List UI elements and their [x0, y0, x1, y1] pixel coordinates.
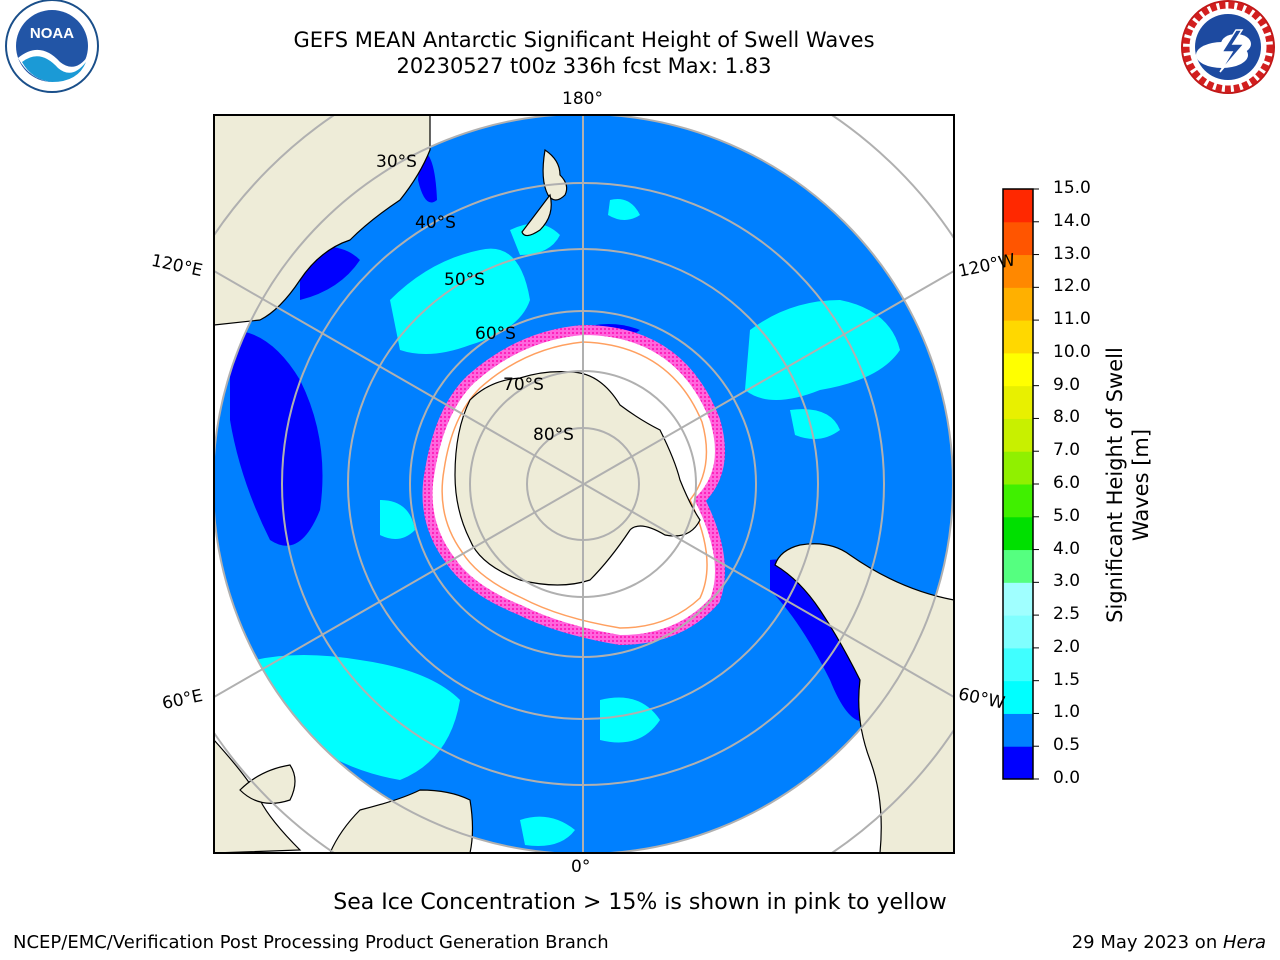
colorbar-segment — [1003, 385, 1033, 419]
colorbar-segment — [1003, 418, 1033, 452]
colorbar-segment — [1003, 615, 1033, 649]
colorbar-segment — [1003, 189, 1033, 223]
colorbar-tick-label: 15.0 — [1053, 178, 1091, 198]
colorbar-segment — [1003, 516, 1033, 551]
lat-label-30s: 30°S — [376, 152, 417, 172]
colorbar-segment — [1003, 451, 1033, 485]
lon-label-0: 0° — [571, 857, 591, 877]
colorbar-tick-label: 1.5 — [1053, 669, 1081, 690]
colorbar-tick-label: 2.0 — [1053, 636, 1081, 657]
colorbar-segment — [1003, 484, 1033, 518]
colorbar-segment — [1003, 320, 1033, 354]
lat-label-70s: 70°S — [503, 375, 544, 395]
colorbar-segment — [1003, 221, 1033, 256]
map-title: GEFS MEAN Antarctic Significant Height o… — [293, 28, 875, 52]
colorbar-tick-label: 7.0 — [1053, 440, 1081, 461]
colorbar-segment — [1003, 680, 1033, 714]
colorbar-segment — [1003, 352, 1033, 387]
colorbar — [1002, 188, 1039, 780]
footer-date-text: 29 May 2023 on — [1071, 932, 1223, 953]
colorbar-segment — [1003, 287, 1033, 321]
sea-ice-caption: Sea Ice Concentration > 15% is shown in … — [333, 890, 947, 915]
colorbar-tick-label: 13.0 — [1053, 243, 1091, 264]
lat-label-50s: 50°S — [444, 270, 485, 290]
map-area — [214, 115, 954, 853]
map-frame — [213, 114, 955, 854]
colorbar-tick-label: 11.0 — [1053, 309, 1091, 330]
footer-credit: NCEP/EMC/Verification Post Processing Pr… — [13, 932, 609, 953]
noaa-logo: NOAA — [5, 0, 99, 93]
colorbar-tick-label: 0.5 — [1053, 735, 1081, 756]
colorbar-tick-label: 10.0 — [1053, 341, 1091, 362]
colorbar-tick-label: 6.0 — [1053, 473, 1081, 493]
nws-logo — [1181, 0, 1275, 94]
colorbar-segment — [1003, 254, 1033, 288]
colorbar-segment — [1003, 713, 1033, 747]
footer-machine: Hera — [1222, 932, 1266, 953]
colorbar-tick-label: 0.0 — [1053, 768, 1081, 788]
colorbar-tick-label: 12.0 — [1053, 276, 1091, 297]
colorbar-tick-label: 14.0 — [1053, 210, 1091, 231]
colorbar-tick-label: 8.0 — [1053, 407, 1081, 428]
noaa-logo-text: NOAA — [30, 25, 74, 42]
lat-label-40s: 40°S — [415, 213, 456, 233]
colorbar-segment — [1003, 549, 1033, 583]
colorbar-title: Significant Height of Swell Waves [m] — [1103, 347, 1153, 623]
colorbar-segment — [1003, 746, 1033, 780]
map-subtitle: 20230527 t00z 336h fcst Max: 1.83 — [396, 54, 772, 78]
colorbar-tick-label: 4.0 — [1053, 538, 1081, 559]
colorbar-tick-label: 5.0 — [1053, 505, 1081, 526]
colorbar-tick-label: 2.5 — [1053, 604, 1081, 625]
colorbar-tick-label: 3.0 — [1053, 571, 1081, 592]
colorbar-tick-label: 1.0 — [1053, 702, 1081, 723]
lon-label-180: 180° — [562, 89, 603, 109]
lat-label-60s: 60°S — [475, 324, 516, 344]
colorbar-tick-label: 9.0 — [1053, 374, 1081, 395]
footer-date: 29 May 2023 on Hera — [1072, 932, 1266, 953]
colorbar-segment — [1003, 582, 1033, 616]
lat-label-80s: 80°S — [533, 425, 574, 445]
continents — [214, 115, 954, 853]
antarctica-land — [454, 371, 701, 586]
colorbar-segment — [1003, 647, 1033, 682]
